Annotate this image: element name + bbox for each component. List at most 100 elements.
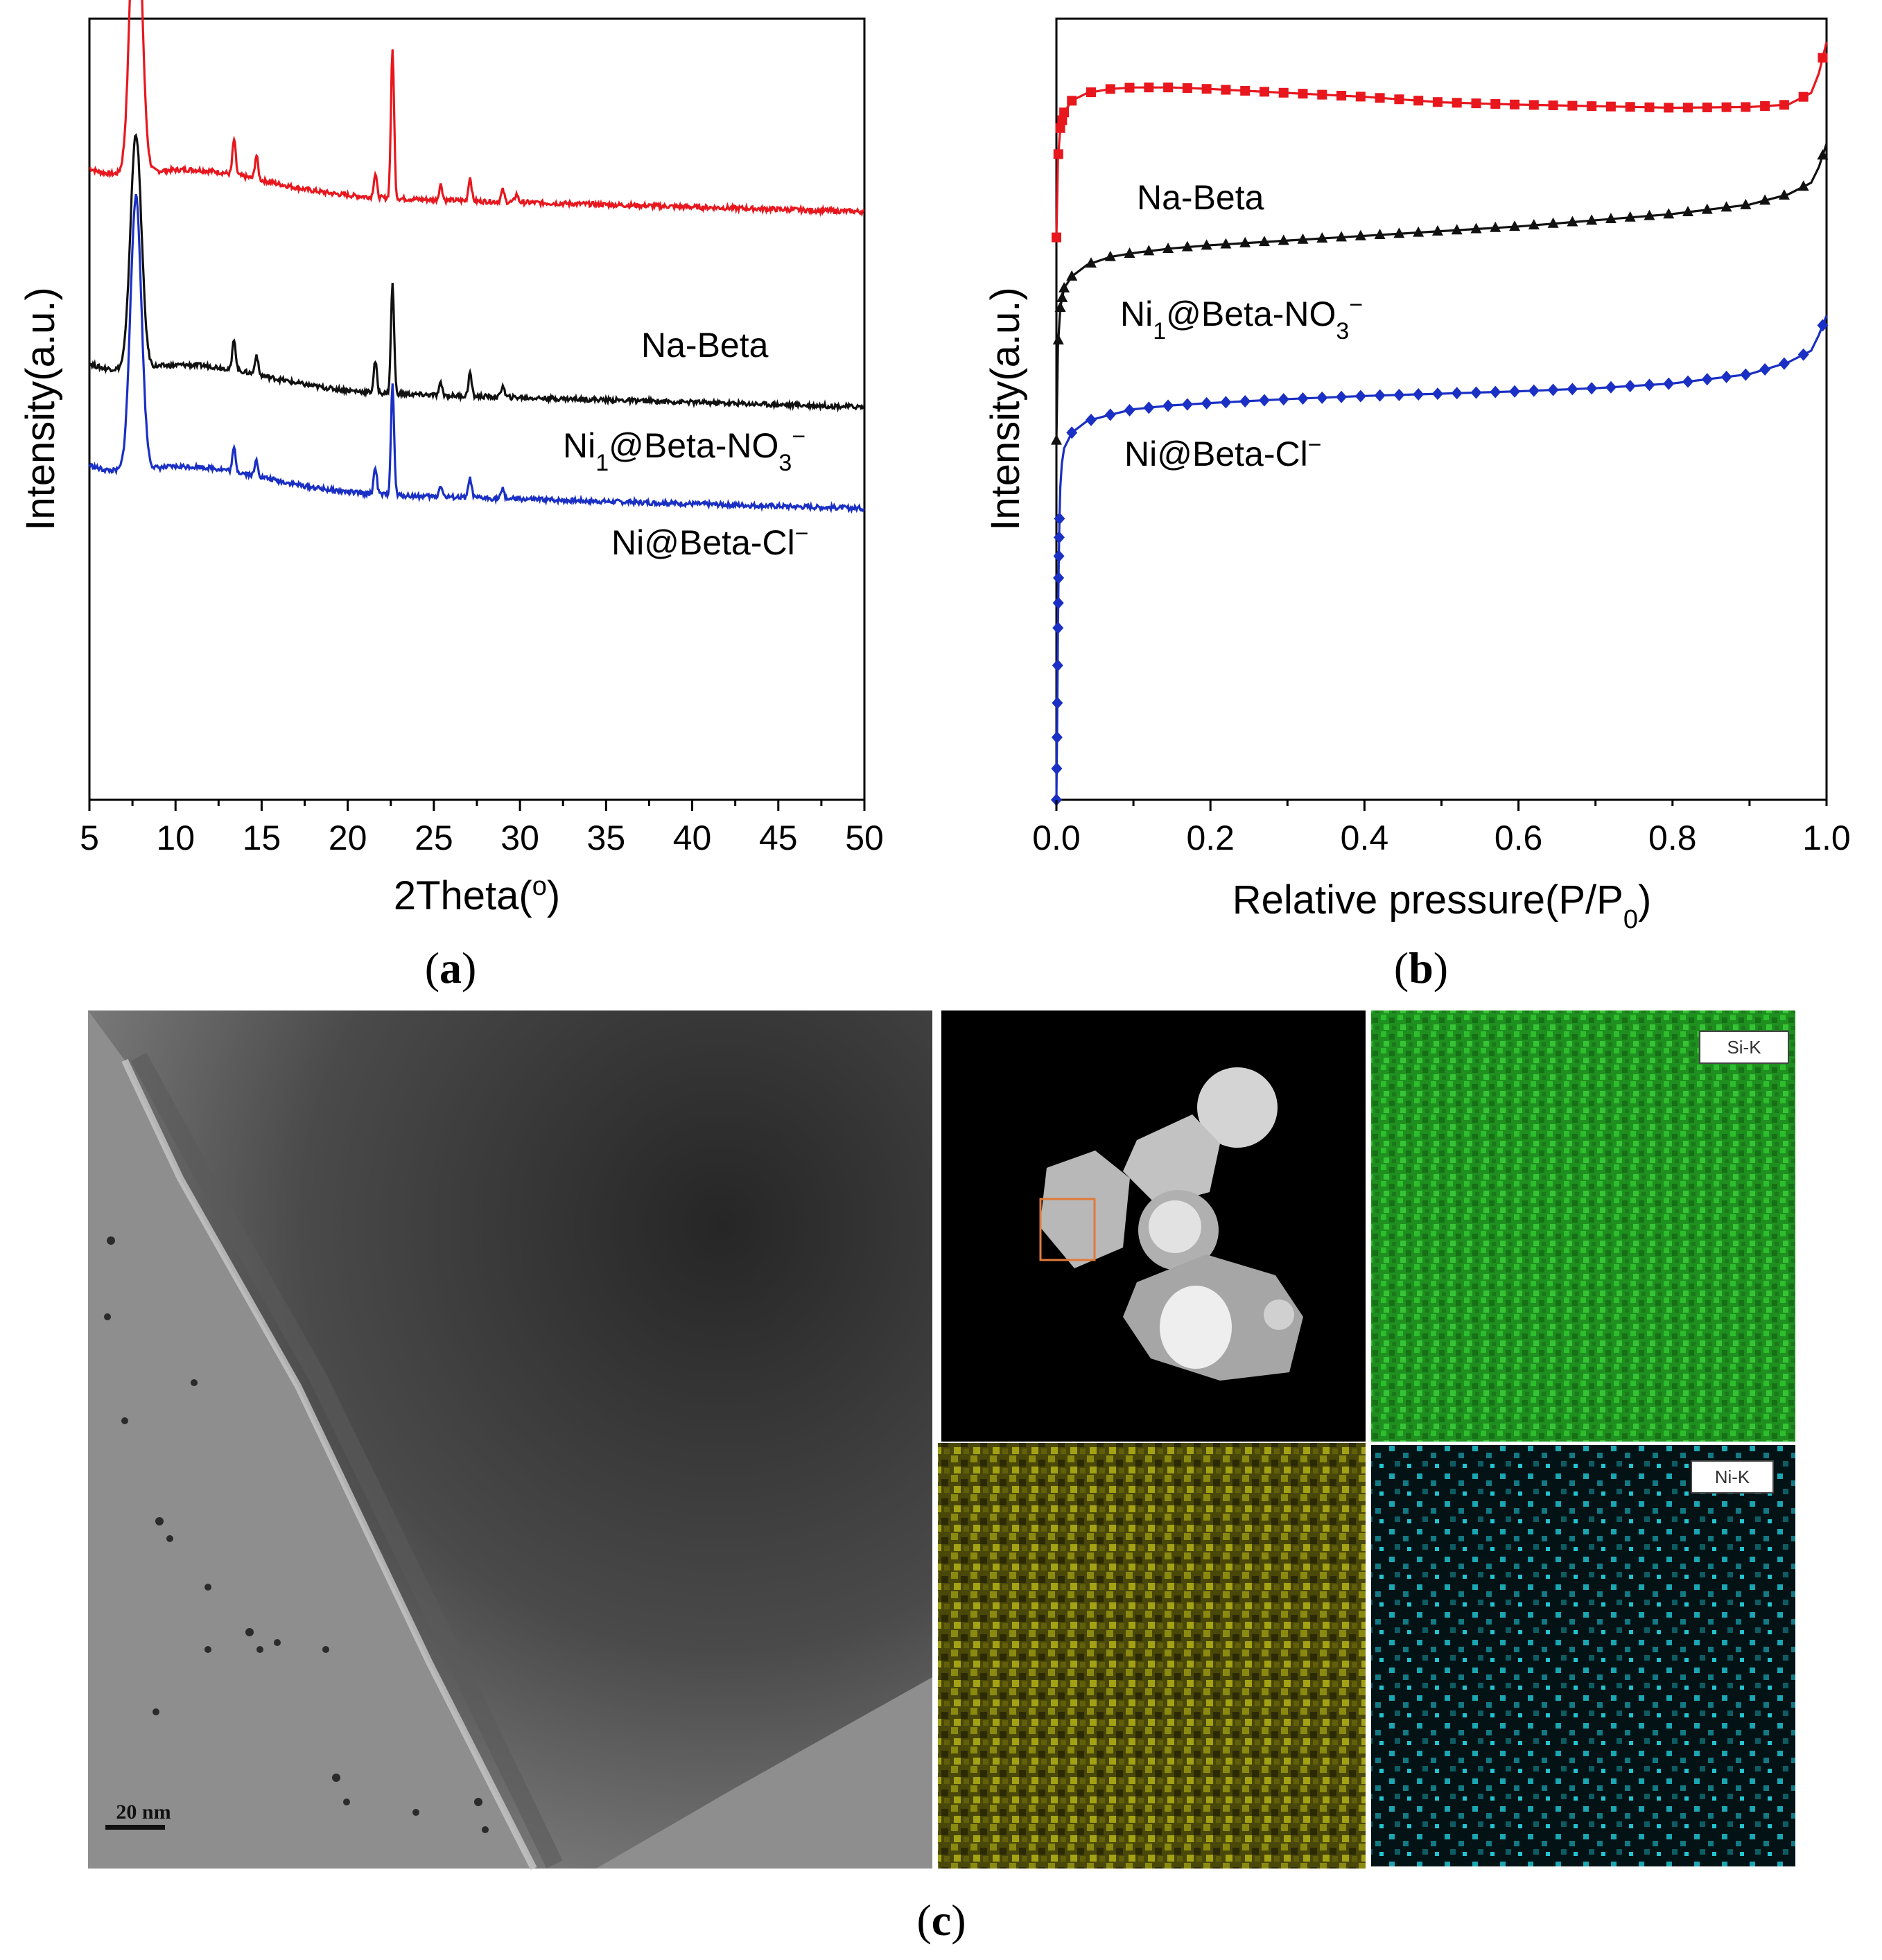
- isotherm-marker-1-33: [1605, 212, 1617, 223]
- isotherm-x-tick-label-2: 0.4: [1341, 819, 1389, 857]
- xrd-series-line-2: [88, 193, 866, 514]
- isotherm-marker-2-10: [1054, 512, 1065, 525]
- isotherm-marker-0-33: [1605, 101, 1616, 112]
- isotherm-marker-1-6: [1085, 257, 1097, 268]
- isotherm-marker-2-8: [1053, 550, 1065, 563]
- xrd-series-line-0: [89, 0, 865, 218]
- isotherm-marker-0-20: [1355, 91, 1366, 102]
- isotherm-marker-2-19: [1220, 396, 1232, 409]
- isotherm-marker-1-38: [1701, 203, 1713, 214]
- isotherm-marker-0-30: [1548, 100, 1558, 110]
- isotherm-marker-0-4: [1059, 107, 1070, 118]
- isotherm-marker-0-19: [1336, 91, 1347, 101]
- isotherm-plot-frame: [1055, 17, 1828, 801]
- isotherm-marker-0-28: [1510, 99, 1520, 110]
- isotherm-marker-0-9: [1144, 82, 1154, 93]
- isotherm-marker-0-8: [1124, 82, 1135, 93]
- isotherm-marker-2-17: [1181, 398, 1193, 411]
- isotherm-marker-0-21: [1375, 93, 1385, 103]
- xrd-x-tick-label-3: 20: [329, 819, 367, 857]
- isotherm-marker-0-23: [1413, 96, 1424, 106]
- isotherm-marker-1-17: [1297, 233, 1309, 244]
- isotherm-series-label-2: Ni@Beta-Cl−: [1124, 432, 1322, 473]
- isotherm-marker-1-40: [1740, 198, 1752, 209]
- isotherm-marker-1-20: [1354, 229, 1366, 240]
- isotherm-marker-2-23: [1297, 392, 1309, 405]
- isotherm-marker-0-44: [1818, 53, 1828, 63]
- isotherm-marker-1-29: [1528, 218, 1540, 229]
- isotherm-marker-0-3: [1057, 115, 1068, 125]
- isotherm-marker-0-2: [1055, 123, 1065, 133]
- isotherm-marker-1-18: [1316, 232, 1328, 243]
- isotherm-marker-1-41: [1759, 194, 1771, 205]
- scale-bar-label: 20 nm: [116, 1801, 171, 1823]
- isotherm-x-axis-label: Relative pressure(P/P0): [1232, 877, 1652, 934]
- isotherm-marker-2-13: [1104, 408, 1116, 421]
- isotherm-marker-2-24: [1316, 391, 1328, 404]
- eds-map-si: Si-K: [1371, 1010, 1795, 1442]
- isotherm-marker-1-7: [1104, 250, 1116, 261]
- isotherm-marker-1-0: [1051, 434, 1062, 445]
- isotherm-marker-2-39: [1605, 380, 1617, 394]
- isotherm-marker-0-41: [1760, 100, 1770, 111]
- isotherm-marker-0-17: [1298, 89, 1308, 99]
- isotherm-marker-2-40: [1624, 380, 1636, 393]
- isotherm-marker-2-16: [1162, 399, 1174, 412]
- isotherm-marker-1-19: [1336, 231, 1348, 242]
- scale-bar: [105, 1825, 165, 1830]
- isotherm-marker-2-4: [1052, 659, 1063, 672]
- isotherm-marker-2-31: [1451, 387, 1463, 400]
- xrd-series-line-1: [88, 133, 866, 413]
- isotherm-marker-2-14: [1124, 403, 1135, 417]
- xrd-series-label-0: Na-Beta: [641, 326, 769, 365]
- nanoparticle-dots: [104, 1236, 489, 1833]
- isotherm-marker-1-11: [1181, 240, 1193, 252]
- isotherm-marker-0-26: [1471, 98, 1481, 109]
- isotherm-marker-1-30: [1547, 217, 1559, 228]
- isotherm-marker-2-26: [1354, 390, 1366, 403]
- isotherm-marker-1-44: [1817, 149, 1829, 160]
- xrd-series-label-1: Ni1@Beta-NO3−: [563, 423, 805, 476]
- isotherm-marker-2-29: [1413, 387, 1424, 401]
- isotherm-marker-1-12: [1201, 239, 1212, 250]
- isotherm-marker-0-10: [1163, 82, 1174, 93]
- isotherm-marker-1-35: [1644, 209, 1655, 220]
- isotherm-marker-0-25: [1452, 98, 1462, 108]
- isotherm-marker-0-6: [1086, 87, 1096, 98]
- isotherm-marker-0-1: [1053, 149, 1063, 159]
- isotherm-marker-1-15: [1258, 236, 1270, 247]
- xrd-plot-frame: [88, 17, 866, 801]
- isotherm-series-line-2: [1055, 315, 1828, 800]
- isotherm-x-tick-label-4: 0.8: [1648, 819, 1697, 857]
- xrd-y-axis-label: Intensity(a.u.): [18, 287, 63, 530]
- isotherm-marker-1-10: [1162, 243, 1174, 254]
- isotherm-marker-1-21: [1374, 228, 1386, 239]
- isotherm-marker-1-9: [1143, 245, 1155, 256]
- xrd-x-tick-label-9: 50: [845, 819, 884, 857]
- isotherm-marker-2-21: [1258, 394, 1270, 407]
- isotherm-marker-0-34: [1625, 102, 1635, 112]
- isotherm-marker-2-5: [1052, 622, 1064, 635]
- isotherm-marker-2-46: [1740, 368, 1752, 381]
- isotherm-series-label-0: Na-Beta: [1137, 178, 1264, 217]
- isotherm-marker-1-16: [1278, 234, 1289, 245]
- isotherm-marker-1-31: [1567, 216, 1578, 227]
- isotherm-marker-1-23: [1413, 226, 1424, 237]
- isotherm-marker-2-33: [1490, 385, 1501, 399]
- isotherm-marker-2-20: [1239, 394, 1251, 408]
- isotherm-marker-2-45: [1720, 370, 1732, 383]
- isotherm-marker-2-1: [1051, 762, 1063, 775]
- isotherm-marker-2-30: [1431, 387, 1443, 401]
- isotherm-marker-2-15: [1143, 401, 1155, 414]
- isotherm-x-tick-label-5: 1.0: [1802, 819, 1851, 857]
- xrd-x-tick-label-2: 15: [243, 819, 281, 857]
- isotherm-marker-2-6: [1052, 596, 1064, 609]
- haadf-image: [941, 1010, 1366, 1442]
- xrd-series-label-2: Ni@Beta-Cl−: [611, 520, 809, 562]
- isotherm-marker-2-48: [1778, 357, 1790, 370]
- isotherm-marker-1-3: [1056, 291, 1068, 302]
- isotherm-marker-0-22: [1394, 94, 1404, 105]
- isotherm-x-tick-label-1: 0.2: [1186, 819, 1235, 857]
- isotherm-marker-2-25: [1336, 390, 1348, 403]
- eds-map-ni: Ni-K: [1371, 1445, 1795, 1866]
